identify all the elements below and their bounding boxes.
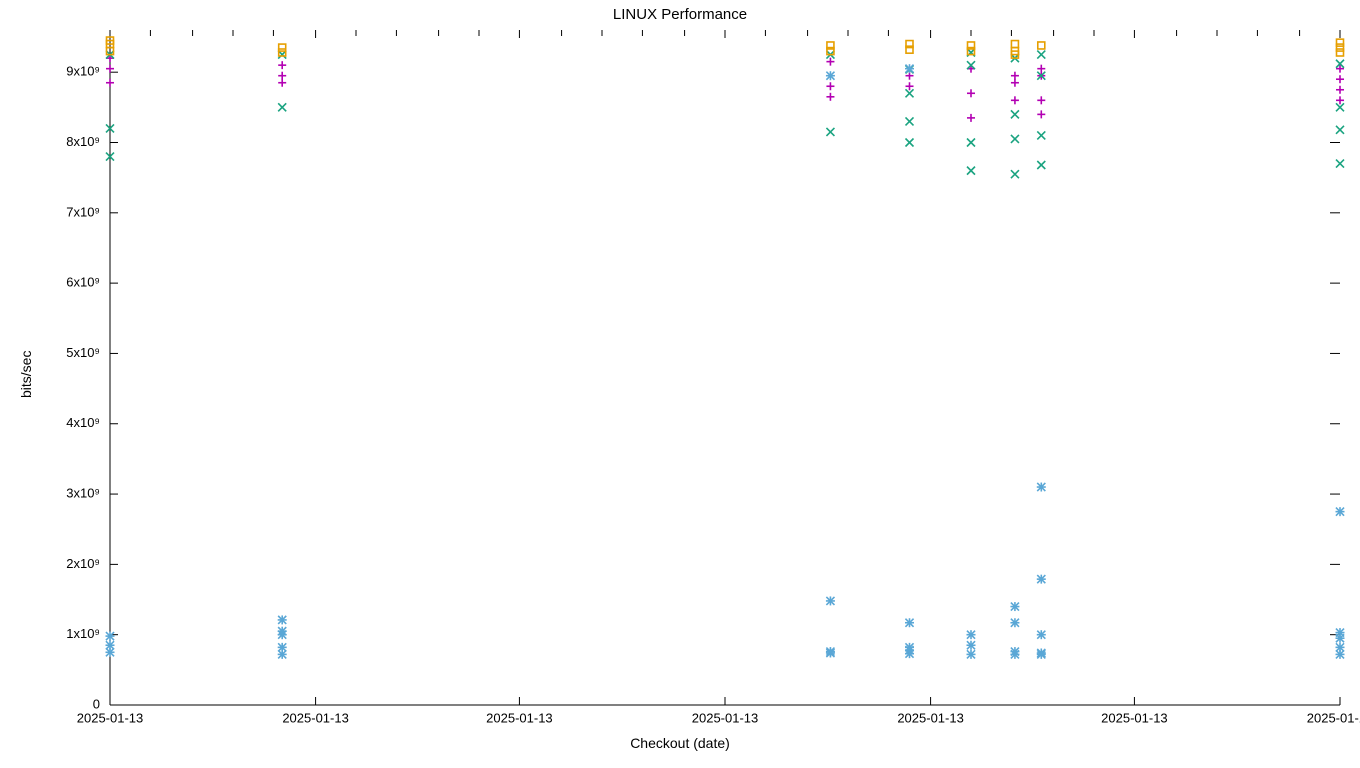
y-tick-label: 8x10⁹ (66, 134, 100, 149)
x-tick-label: 2025-01-14 (1307, 711, 1360, 726)
performance-chart: LINUX Performance bits/sec Checkout (dat… (0, 0, 1360, 768)
y-tick-label: 9x10⁹ (66, 64, 100, 79)
y-tick-label: 3x10⁹ (66, 486, 100, 501)
y-tick-label: 0 (93, 696, 100, 711)
x-tick-label: 2025-01-13 (692, 711, 759, 726)
y-tick-label: 2x10⁹ (66, 556, 100, 571)
y-tick-label: 6x10⁹ (66, 275, 100, 290)
y-tick-label: 5x10⁹ (66, 345, 100, 360)
y-tick-label: 4x10⁹ (66, 415, 100, 430)
y-tick-label: 7x10⁹ (66, 204, 100, 219)
x-tick-label: 2025-01-13 (486, 711, 553, 726)
x-tick-label: 2025-01-13 (282, 711, 349, 726)
y-tick-label: 1x10⁹ (66, 626, 100, 641)
x-tick-label: 2025-01-13 (897, 711, 964, 726)
x-tick-label: 2025-01-13 (77, 711, 144, 726)
x-tick-label: 2025-01-13 (1101, 711, 1168, 726)
chart-svg: 0 1x10⁹ 2x10⁹ 3x10⁹ 4x10⁹ 5x10⁹ 6x10⁹ 7x10⁹ 8x10… (0, 0, 1360, 768)
